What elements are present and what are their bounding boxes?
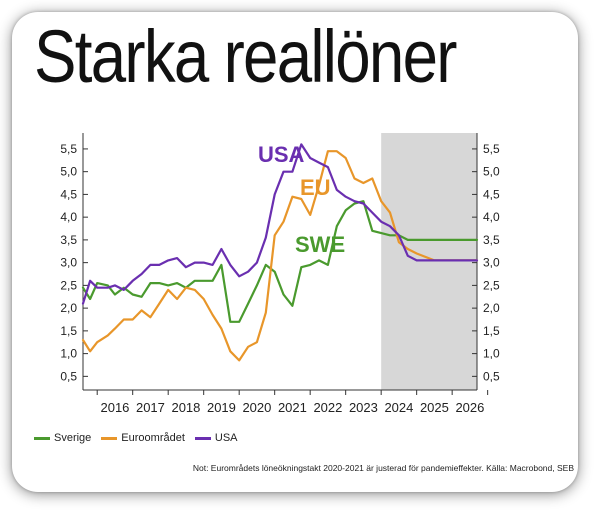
series-line-euro [81,150,479,362]
y-tick-label-left: 3,5 [60,233,77,247]
y-tick-label-left: 1,5 [60,324,77,338]
chart-title: Starka reallöner [34,15,457,98]
legend-label-usa: USA [214,432,238,444]
annotation-usa: USA [258,142,305,167]
legend-item-sverige: Sverige [34,432,91,444]
x-tick-label: 2022 [313,400,342,415]
x-tick-label: 2026 [455,400,484,415]
legend-swatch-sverige [34,436,50,440]
y-tick-label-right: 3,0 [483,256,500,270]
legend-item-usa: USA [194,432,238,444]
series-line-usa [81,143,479,305]
y-tick-label-left: 1,0 [60,347,77,361]
x-tick-label: 2016 [100,400,129,415]
y-tick-label-right: 5,5 [483,142,500,156]
x-tick-label: 2017 [136,400,165,415]
y-tick-label-right: 2,0 [483,301,500,315]
y-tick-label-right: 4,5 [483,187,500,201]
y-tick-label-right: 0,5 [483,369,500,383]
y-tick-label-left: 4,5 [60,187,77,201]
series-line-sverige [81,200,479,323]
y-tick-label-left: 5,0 [60,165,77,179]
chart-card [12,12,578,492]
y-tick-label-left: 4,0 [60,210,77,224]
annotation-euro: EU [300,175,331,200]
y-tick-label-left: 3,0 [60,256,77,270]
y-tick-label-left: 2,0 [60,301,77,315]
legend-swatch-euro [101,436,118,440]
x-tick-label: 2019 [207,400,236,415]
legend-label-sverige: Sverige [54,432,92,444]
x-tick-label: 2018 [171,400,200,415]
x-tick-label: 2025 [420,400,449,415]
source-note: Not: Eurområdets löneökningstakt 2020-20… [192,463,574,473]
y-tick-label-right: 2,5 [483,278,500,292]
y-tick-label-right: 4,0 [483,210,500,224]
legend-swatch-usa [194,436,211,440]
x-tick-label: 2021 [278,400,307,415]
x-tick-label: 2024 [384,400,413,415]
y-tick-label-right: 5,0 [483,165,500,179]
y-tick-label-left: 2,5 [60,278,77,292]
y-tick-label-right: 1,5 [483,324,500,338]
y-tick-label-right: 3,5 [483,233,500,247]
x-tick-label: 2020 [242,400,271,415]
y-tick-label-left: 5,5 [60,142,77,156]
annotation-sverige: SWE [295,232,345,257]
legend-label-euro: Euroområdet [121,432,185,444]
y-tick-label-left: 0,5 [60,369,77,383]
legend: Sverige Euroområdet USA [34,432,238,444]
y-tick-label-right: 1,0 [483,347,500,361]
x-tick-label: 2023 [349,400,378,415]
legend-item-euro: Euroområdet [101,432,185,444]
